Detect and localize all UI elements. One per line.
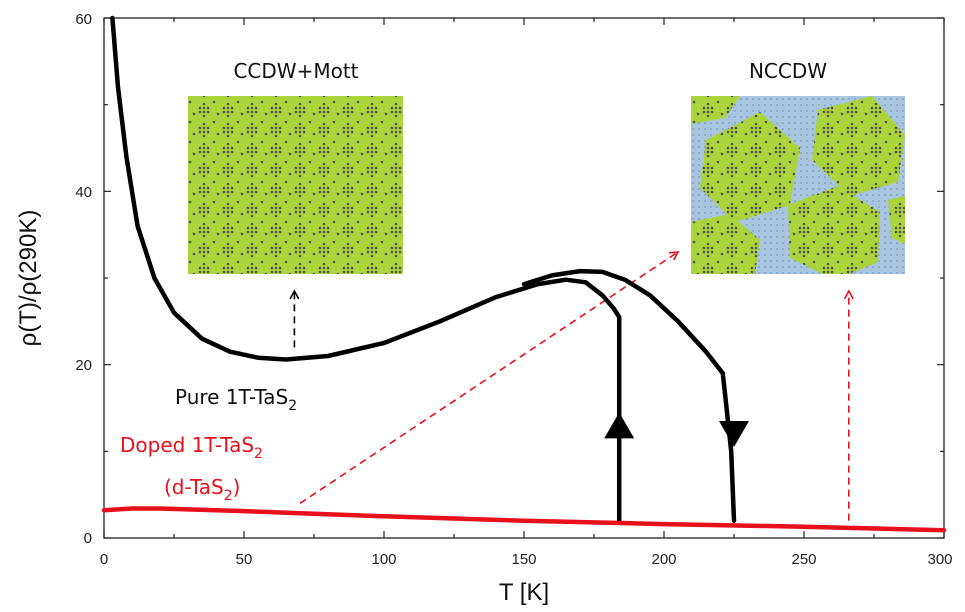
doped-label-sub: 2 (254, 446, 263, 462)
doped-abbrev-close: ) (233, 475, 241, 499)
series-line-0 (110, 15, 622, 523)
nccdw-domain (700, 112, 800, 222)
x-tick-label: 150 (511, 551, 536, 568)
ccdw-inset: CCDW+Mott (188, 59, 403, 274)
x-tick-label: 250 (791, 551, 816, 568)
nccdw-domain-image (691, 96, 905, 274)
data-series (101, 15, 947, 533)
doped-abbrev-sub: 2 (224, 488, 233, 504)
guide-line (299, 251, 679, 504)
x-tick-label: 50 (236, 551, 253, 568)
y-axis-label: ρ(T)/ρ(290K) (15, 210, 42, 347)
series-line-2 (101, 506, 947, 533)
transition-arrows (604, 412, 749, 447)
ccdw-inset-title: CCDW+Mott (233, 59, 358, 83)
y-tick-label: 40 (75, 184, 92, 201)
doped-label: Doped 1T-TaS2 (120, 433, 263, 462)
nccdw-domain (788, 186, 880, 274)
x-tick-label: 100 (371, 551, 396, 568)
arrow-down (719, 421, 749, 447)
ccdw-lattice-image (188, 96, 403, 274)
x-axis-label: T [K] (499, 579, 549, 606)
x-tick-label: 200 (651, 551, 676, 568)
y-tick-label: 0 (84, 530, 92, 547)
nccdw-inset: NCCDW (691, 59, 905, 274)
x-tick-label: 0 (100, 551, 108, 568)
pure-label-text: Pure 1T-TaS (175, 385, 288, 409)
x-tick-label: 300 (927, 551, 952, 568)
doped-label-text: Doped 1T-TaS (120, 433, 254, 457)
nccdw-domain (812, 96, 905, 196)
arrow-up (604, 412, 635, 439)
y-tick-label: 60 (75, 11, 92, 28)
doped-abbrev-label: (d-TaS2) (164, 475, 240, 504)
y-tick-labels: 0 20 40 60 (75, 11, 92, 547)
guide-lines (289, 251, 854, 521)
nccdw-inset-title: NCCDW (749, 59, 827, 83)
nccdw-domain (691, 214, 760, 274)
nccdw-domain (888, 196, 905, 244)
axis-ticks (103, 17, 945, 539)
series-line-1 (521, 268, 737, 523)
nccdw-domain (691, 96, 740, 124)
guide-arrowhead (843, 289, 854, 300)
guide-arrowhead (289, 289, 300, 300)
pure-label: Pure 1T-TaS2 (175, 385, 297, 414)
guide-arrowhead (668, 251, 680, 261)
x-tick-labels: 0 50 100 150 200 250 300 (100, 551, 953, 568)
pure-label-sub: 2 (288, 398, 297, 414)
y-tick-label: 20 (75, 357, 92, 374)
doped-abbrev-open: (d-TaS (164, 475, 224, 499)
